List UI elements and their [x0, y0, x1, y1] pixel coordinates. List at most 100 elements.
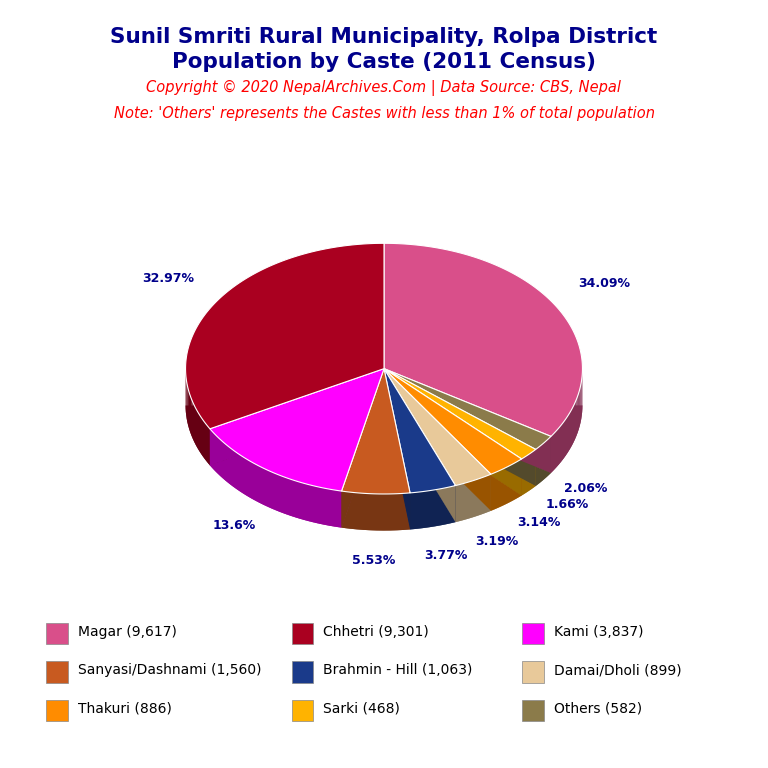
Polygon shape [373, 494, 374, 531]
Polygon shape [271, 472, 273, 509]
Polygon shape [264, 468, 266, 506]
Polygon shape [577, 396, 578, 435]
Polygon shape [261, 467, 263, 505]
Polygon shape [384, 369, 521, 495]
Polygon shape [275, 473, 276, 511]
Text: 13.6%: 13.6% [212, 519, 255, 532]
Polygon shape [219, 438, 220, 475]
Polygon shape [376, 494, 377, 531]
Polygon shape [580, 386, 581, 425]
Polygon shape [315, 486, 316, 523]
Text: Population by Caste (2011 Census): Population by Caste (2011 Census) [172, 52, 596, 72]
Polygon shape [383, 494, 384, 531]
Polygon shape [385, 494, 386, 531]
Polygon shape [402, 493, 403, 530]
Polygon shape [220, 439, 221, 477]
Polygon shape [406, 493, 408, 530]
Polygon shape [405, 493, 406, 530]
Polygon shape [243, 457, 245, 495]
Polygon shape [210, 406, 384, 528]
Text: Others (582): Others (582) [554, 702, 642, 716]
Polygon shape [361, 493, 362, 530]
Polygon shape [342, 369, 384, 528]
Polygon shape [384, 369, 410, 529]
Polygon shape [251, 462, 253, 499]
Polygon shape [273, 472, 275, 510]
Polygon shape [207, 426, 210, 465]
Text: Brahmin - Hill (1,063): Brahmin - Hill (1,063) [323, 664, 472, 677]
Polygon shape [384, 494, 385, 531]
Polygon shape [319, 487, 321, 524]
Polygon shape [212, 431, 213, 469]
Polygon shape [203, 420, 205, 459]
Polygon shape [293, 480, 295, 518]
Polygon shape [259, 466, 261, 504]
Polygon shape [311, 485, 313, 522]
Text: Kami (3,837): Kami (3,837) [554, 625, 644, 639]
Polygon shape [313, 485, 315, 523]
Polygon shape [342, 491, 343, 528]
Text: 32.97%: 32.97% [142, 272, 194, 285]
Polygon shape [217, 437, 219, 475]
Polygon shape [267, 470, 270, 508]
Polygon shape [191, 399, 193, 438]
Polygon shape [360, 493, 361, 530]
Polygon shape [384, 369, 455, 522]
Polygon shape [263, 468, 264, 505]
Polygon shape [382, 494, 383, 531]
Polygon shape [384, 243, 582, 436]
Text: Sarki (468): Sarki (468) [323, 702, 400, 716]
Polygon shape [358, 493, 359, 529]
Polygon shape [372, 494, 373, 531]
Polygon shape [399, 494, 400, 530]
Polygon shape [347, 492, 349, 528]
Polygon shape [346, 492, 347, 528]
Polygon shape [186, 406, 384, 465]
Text: 3.14%: 3.14% [518, 516, 561, 529]
Polygon shape [257, 465, 259, 502]
Text: Copyright © 2020 NepalArchives.Com | Data Source: CBS, Nepal: Copyright © 2020 NepalArchives.Com | Dat… [147, 80, 621, 96]
Polygon shape [305, 484, 306, 521]
Polygon shape [343, 492, 344, 528]
Polygon shape [574, 402, 575, 442]
Polygon shape [368, 494, 369, 530]
Polygon shape [391, 494, 392, 531]
Polygon shape [379, 494, 380, 531]
Text: Magar (9,617): Magar (9,617) [78, 625, 177, 639]
Polygon shape [215, 435, 217, 472]
Polygon shape [248, 460, 250, 497]
Text: 2.06%: 2.06% [564, 482, 607, 495]
Text: Chhetri (9,301): Chhetri (9,301) [323, 625, 429, 639]
Polygon shape [189, 392, 190, 432]
Polygon shape [193, 402, 194, 441]
Polygon shape [572, 406, 574, 445]
Polygon shape [384, 369, 491, 511]
Polygon shape [408, 493, 409, 530]
Polygon shape [363, 493, 364, 530]
Polygon shape [297, 482, 299, 518]
Polygon shape [223, 442, 225, 480]
Polygon shape [295, 481, 297, 518]
Polygon shape [333, 490, 336, 527]
Polygon shape [366, 494, 367, 530]
Polygon shape [230, 448, 232, 485]
Polygon shape [301, 482, 303, 520]
Text: Note: 'Others' represents the Castes with less than 1% of total population: Note: 'Others' represents the Castes wit… [114, 106, 654, 121]
Polygon shape [557, 428, 559, 467]
Polygon shape [559, 425, 561, 464]
Polygon shape [367, 494, 368, 530]
Polygon shape [353, 492, 354, 529]
Polygon shape [240, 455, 242, 492]
Polygon shape [282, 476, 283, 513]
Polygon shape [561, 422, 564, 461]
Polygon shape [384, 406, 582, 473]
Polygon shape [242, 456, 243, 494]
Polygon shape [352, 492, 353, 529]
Polygon shape [232, 449, 233, 486]
Polygon shape [384, 406, 536, 495]
Polygon shape [400, 494, 402, 530]
Polygon shape [386, 494, 387, 531]
Text: 3.19%: 3.19% [475, 535, 519, 548]
Polygon shape [390, 494, 391, 531]
Polygon shape [357, 493, 358, 529]
